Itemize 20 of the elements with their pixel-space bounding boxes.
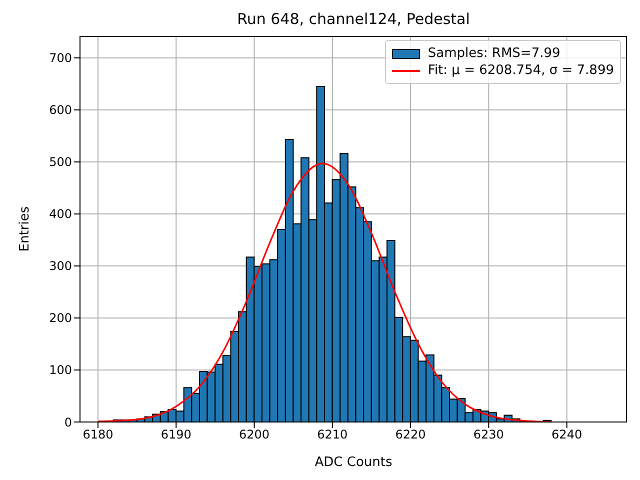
y-tick-label: 300 <box>49 259 72 274</box>
y-axis-title: Entries <box>18 206 33 252</box>
y-tick-label: 700 <box>49 51 72 66</box>
x-tick-label: 6240 <box>552 428 582 442</box>
x-tick-label: 6190 <box>160 428 192 442</box>
y-tick-label: 400 <box>49 207 72 222</box>
x-tick-label: 6180 <box>82 428 114 442</box>
chart-title: Run 648, channel124, Pedestal <box>236 10 471 28</box>
legend-label: Fit: μ = 6208.754, σ = 7.899 <box>428 63 614 78</box>
y-tick-label: 0 <box>64 415 72 430</box>
x-tick-label: 6230 <box>473 428 504 442</box>
legend-label: Samples: RMS=7.99 <box>428 46 560 61</box>
x-axis-title: ADC Counts <box>314 455 392 470</box>
x-tick-label: 6210 <box>317 428 348 442</box>
y-tick-label: 200 <box>49 311 72 326</box>
y-tick-label: 600 <box>49 103 72 118</box>
x-tick-label: 6220 <box>395 428 426 442</box>
y-tick-label: 100 <box>49 363 72 378</box>
x-tick-label: 6200 <box>238 428 270 442</box>
y-tick-label: 500 <box>49 155 72 170</box>
